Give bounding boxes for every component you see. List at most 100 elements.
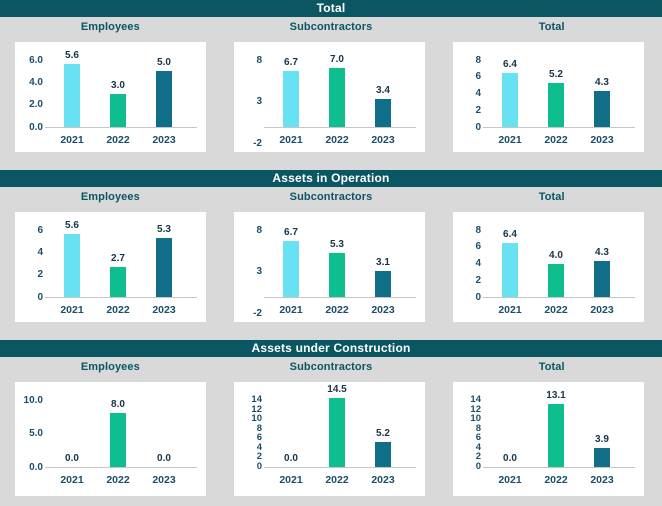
y-tick-label: 6 <box>37 224 43 236</box>
bar-value-label: 5.6 <box>65 50 79 62</box>
x-axis-line <box>483 297 635 298</box>
bar-2022[interactable] <box>329 397 345 467</box>
bar-2021[interactable] <box>64 234 80 297</box>
bar-chart-subcontractors[interactable]: 8 3 -2 6.7 2021 7.0 2022 3.4 2023 <box>234 42 425 152</box>
bar-2021[interactable] <box>283 240 299 297</box>
y-tick-label: 14 <box>470 394 481 405</box>
y-tick-label: 2 <box>37 269 43 281</box>
x-axis-line <box>45 127 197 128</box>
x-tick-label: 2023 <box>152 134 176 146</box>
bar-value-label: 8.0 <box>111 399 125 411</box>
x-tick-label: 2021 <box>279 474 303 486</box>
x-tick-label: 2021 <box>498 304 522 316</box>
x-tick-label: 2023 <box>371 134 395 146</box>
y-tick-label: 8 <box>475 422 481 434</box>
bar-chart-employees[interactable]: 10.0 5.0 0.0 0.0 2021 8.0 2022 0.0 2023 <box>15 382 206 496</box>
x-tick-label: 2022 <box>106 474 130 486</box>
bar-2021[interactable] <box>502 73 518 127</box>
x-tick-label: 2023 <box>590 134 614 146</box>
y-tick-label: 3 <box>256 266 262 278</box>
bar-2023[interactable] <box>594 260 610 297</box>
bar-value-label: 4.3 <box>595 76 609 88</box>
charts-row: 6 4 2 0 5.6 2021 2.7 2022 5.3 2023 8 3 -2 6.7 2021 5.3 2… <box>0 210 662 322</box>
x-tick-label: 2022 <box>325 134 349 146</box>
bar-chart-total[interactable]: 8 6 4 2 0 6.4 2021 4.0 2022 4.3 2023 <box>453 212 644 322</box>
chart-title-subcontractors: Subcontractors <box>289 191 373 203</box>
bar-value-label: 0.0 <box>284 453 298 464</box>
bar-value-label: 5.6 <box>65 220 79 232</box>
chart-titles-row: Employees Subcontractors Total <box>0 17 662 40</box>
y-tick-label: 5.0 <box>29 428 43 439</box>
y-tick-label: 8 <box>256 422 262 434</box>
x-tick-label: 2021 <box>498 474 522 486</box>
x-tick-label: 2023 <box>371 304 395 316</box>
y-tick-label: -2 <box>253 138 262 150</box>
y-tick-label: 10 <box>251 413 262 425</box>
bar-2023[interactable] <box>375 271 391 297</box>
bar-2021[interactable] <box>64 64 80 127</box>
section-header: Assets under Construction <box>0 340 662 357</box>
y-tick-label: 0 <box>256 461 262 472</box>
chart-titles-row: Employees Subcontractors Total <box>0 357 662 380</box>
bar-2021[interactable] <box>502 243 518 297</box>
chart-title-total: Total <box>538 361 565 373</box>
bar-2022[interactable] <box>110 413 126 467</box>
y-tick-label: 4 <box>475 258 481 269</box>
bar-2023[interactable] <box>375 442 391 467</box>
bar-2022[interactable] <box>548 83 564 127</box>
bar-chart-employees[interactable]: 6.0 4.0 2.0 0.0 5.6 2021 3.0 2022 5.0 2023 <box>15 42 206 152</box>
y-tick-label: 3 <box>256 96 262 108</box>
x-tick-label: 2021 <box>60 474 84 486</box>
chart-title-employees: Employees <box>80 191 140 203</box>
bar-chart-total[interactable]: 14 12 10 8 6 4 2 0 0.0 2021 13.1 2022 3.9 2023 <box>453 382 644 496</box>
bar-2022[interactable] <box>110 266 126 297</box>
y-tick-label: 0 <box>475 121 481 133</box>
chart-title-employees: Employees <box>80 21 140 33</box>
x-tick-label: 2021 <box>279 134 303 146</box>
bar-chart-subcontractors[interactable]: 8 3 -2 6.7 2021 5.3 2022 3.1 2023 <box>234 212 425 322</box>
bar-2023[interactable] <box>594 90 610 127</box>
x-tick-label: 2022 <box>325 474 349 486</box>
bar-value-label: 3.1 <box>376 257 390 269</box>
bar-value-label: 5.0 <box>157 57 171 69</box>
bar-2023[interactable] <box>375 98 391 127</box>
bar-2022[interactable] <box>548 404 564 467</box>
y-tick-label: 2 <box>475 104 481 116</box>
bar-chart-subcontractors[interactable]: 14 12 10 8 6 4 2 0 0.0 2021 14.5 2022 5.2 2023 <box>234 382 425 496</box>
y-tick-label: 0 <box>37 291 43 303</box>
y-tick-label: 2.0 <box>29 99 43 111</box>
bar-value-label: 2.7 <box>111 252 125 264</box>
bar-chart-total[interactable]: 8 6 4 2 0 6.4 2021 5.2 2022 4.3 2023 <box>453 42 644 152</box>
bar-value-label: 6.4 <box>503 229 517 241</box>
x-tick-label: 2021 <box>60 134 84 146</box>
chart-title-total: Total <box>538 191 565 203</box>
bar-value-label: 4.0 <box>549 249 563 261</box>
bar-2022[interactable] <box>110 93 126 127</box>
y-tick-label: 12 <box>470 403 481 415</box>
bar-value-label: 3.0 <box>111 79 125 91</box>
charts-row: 10.0 5.0 0.0 0.0 2021 8.0 2022 0.0 2023 14 12 10 8 6 4… <box>0 380 662 496</box>
x-tick-label: 2023 <box>152 474 176 486</box>
bar-2022[interactable] <box>329 252 345 297</box>
bar-value-label: 0.0 <box>157 453 171 464</box>
x-axis-line <box>483 467 635 468</box>
bar-2023[interactable] <box>156 237 172 297</box>
bar-2023[interactable] <box>156 71 172 127</box>
bar-2023[interactable] <box>594 448 610 467</box>
bar-2022[interactable] <box>548 263 564 297</box>
x-axis-line <box>264 127 416 128</box>
bar-value-label: 3.4 <box>376 84 390 96</box>
bar-value-label: 6.7 <box>284 56 298 68</box>
x-axis-line <box>483 127 635 128</box>
x-axis-line <box>264 467 416 468</box>
x-tick-label: 2022 <box>325 304 349 316</box>
bar-2021[interactable] <box>283 70 299 127</box>
y-tick-label: 8 <box>475 224 481 236</box>
y-tick-label: -2 <box>253 308 262 320</box>
y-tick-label: 0.0 <box>29 461 43 473</box>
bar-2022[interactable] <box>329 68 345 127</box>
bar-chart-employees[interactable]: 6 4 2 0 5.6 2021 2.7 2022 5.3 2023 <box>15 212 206 322</box>
x-tick-label: 2023 <box>371 474 395 486</box>
section-total: Total Employees Subcontractors Total 6.0… <box>0 0 662 152</box>
